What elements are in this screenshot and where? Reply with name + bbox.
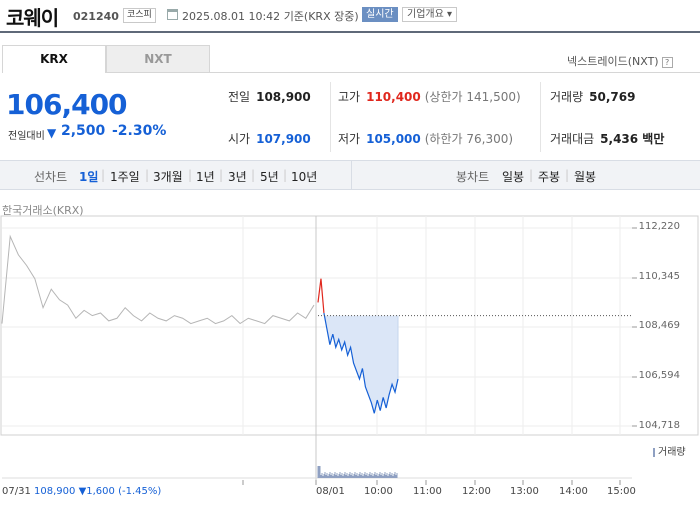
stock-code: 021240	[73, 10, 119, 23]
tab-krx[interactable]: KRX	[2, 45, 106, 73]
period-5y[interactable]: 5년	[260, 170, 279, 184]
y-tick-label: 104,718	[638, 420, 680, 431]
period-10y[interactable]: 10년	[291, 170, 318, 184]
x-tick-label: 08/01	[316, 486, 345, 497]
high-price: 고가 110,400 (상한가 141,500)	[338, 90, 521, 104]
quote-datetime: 2025.08.01 10:42 기준(KRX 장중)	[182, 10, 359, 23]
period-1w[interactable]: 1주일	[110, 170, 140, 184]
realtime-badge[interactable]: 실시간	[362, 7, 398, 22]
candle-monthly[interactable]: 월봉	[574, 170, 597, 184]
calendar-icon	[167, 9, 178, 20]
series-line-up	[317, 278, 325, 314]
stock-name: 코웨이	[6, 6, 59, 30]
company-overview-button[interactable]: 기업개요 ▾	[402, 7, 458, 22]
candle-daily[interactable]: 일봉	[502, 170, 525, 184]
nextrade-link[interactable]: 넥스트레이드(NXT)?	[567, 53, 673, 69]
chevron-down-icon: ▾	[447, 9, 453, 20]
y-tick-label: 112,220	[638, 221, 680, 232]
volume-legend: 거래량	[653, 443, 686, 458]
series-line-prev-day	[1, 234, 315, 325]
period-1d[interactable]: 1일	[79, 170, 99, 184]
y-tick-label: 108,469	[638, 320, 680, 331]
period-3m[interactable]: 3개월	[153, 170, 183, 184]
x-tick-label: 14:00	[559, 486, 588, 497]
low-price: 저가 105,000 (하한가 76,300)	[338, 132, 514, 146]
stock-header: 코웨이 021240 코스피 2025.08.01 10:42 기준(KRX 장…	[0, 0, 700, 33]
series-line-down	[323, 312, 399, 414]
x-tick-label: 11:00	[413, 486, 442, 497]
y-tick-label: 106,594	[638, 370, 680, 381]
open-price: 시가 107,900	[228, 132, 311, 146]
chart-type-bar: 선차트 1일 | 1주일 | 3개월 | 1년 | 3년 | 5년 | 10년 …	[0, 160, 700, 190]
divider	[351, 161, 352, 189]
down-arrow-icon: ▼	[47, 126, 57, 140]
candle-weekly[interactable]: 주봉	[538, 170, 561, 184]
line-chart-label: 선차트	[34, 170, 68, 184]
help-icon[interactable]: ?	[661, 56, 673, 68]
change-value: 2,500	[61, 123, 106, 139]
tab-divider	[210, 72, 700, 73]
loss-area	[318, 315, 398, 414]
divider	[540, 82, 541, 152]
change-percent: -2.30%	[112, 123, 167, 139]
prev-close: 전일 108,900	[228, 90, 311, 104]
change-label: 전일대비	[8, 131, 45, 142]
x-tick-label: 10:00	[364, 486, 393, 497]
y-tick-label: 110,345	[638, 271, 680, 282]
trade-amount: 거래대금 5,436 백만	[550, 132, 665, 146]
prev-day-summary: 07/31 108,900 ▼1,600 (-1.45%)	[2, 486, 162, 497]
candle-chart-label: 봉차트	[456, 170, 490, 184]
period-3y[interactable]: 3년	[228, 170, 247, 184]
x-tick-label: 12:00	[462, 486, 491, 497]
current-price: 106,400	[6, 88, 128, 121]
chart-frame	[0, 215, 699, 436]
x-tick-label: 13:00	[510, 486, 539, 497]
market-badge: 코스피	[123, 8, 156, 23]
divider	[330, 82, 331, 152]
trade-volume: 거래량 50,769	[550, 90, 636, 104]
period-1y[interactable]: 1년	[196, 170, 215, 184]
chart-source: 한국거래소(KRX)	[2, 204, 84, 217]
x-tick-label: 15:00	[607, 486, 636, 497]
tab-nxt[interactable]: NXT	[106, 45, 210, 73]
